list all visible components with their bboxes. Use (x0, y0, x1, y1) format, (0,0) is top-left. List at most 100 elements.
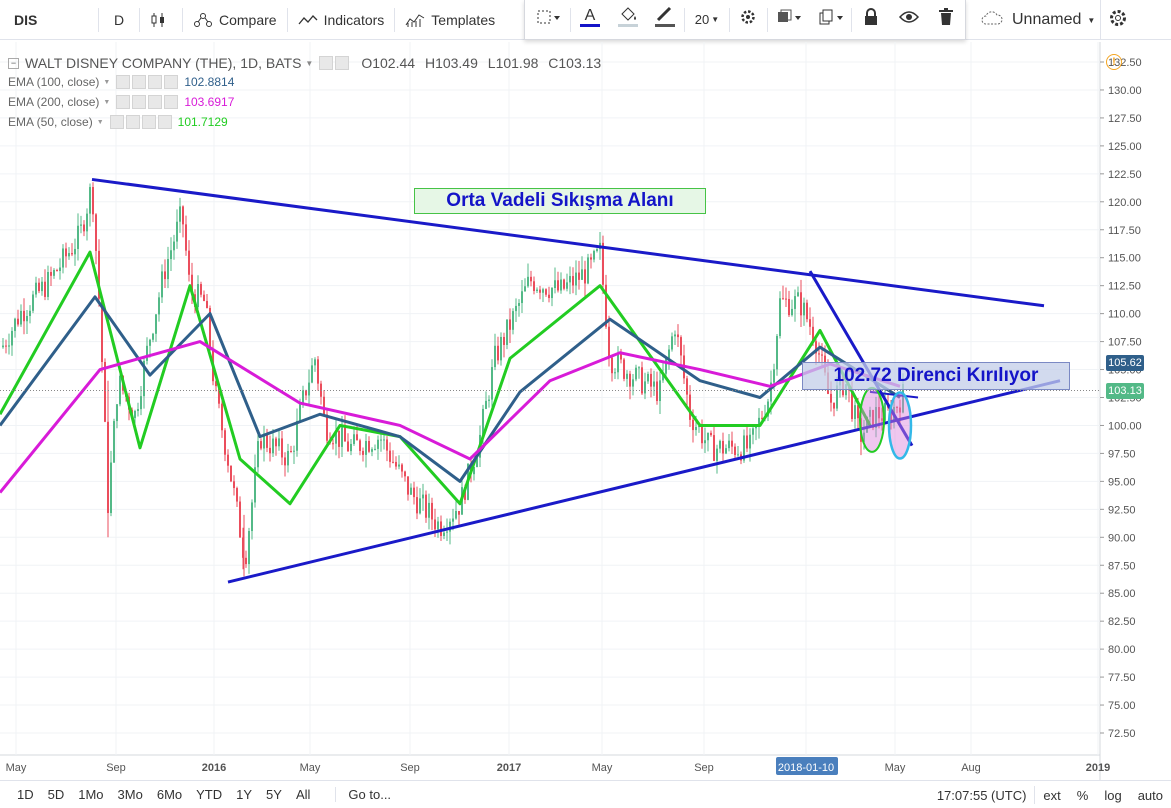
indicator-controls[interactable] (116, 95, 179, 109)
candle-body (2, 345, 4, 348)
range-1mo[interactable]: 1Mo (78, 787, 104, 802)
candle-body (578, 272, 580, 280)
toolbar-divider (684, 7, 686, 32)
series-controls[interactable] (319, 56, 350, 70)
range-6mo[interactable]: 6Mo (156, 787, 183, 802)
selection-tool-button[interactable] (525, 1, 570, 39)
candle-body (356, 434, 358, 441)
price-tick-label: 125.00 (1108, 141, 1142, 153)
indicator-controls[interactable] (109, 115, 172, 129)
plus-icon[interactable] (148, 95, 163, 109)
range-5d[interactable]: 5D (47, 787, 65, 802)
candle-body (449, 521, 451, 532)
log-toggle[interactable]: log (1104, 787, 1122, 803)
percent-toggle[interactable]: % (1076, 787, 1089, 803)
gear-icon[interactable] (132, 75, 147, 89)
eye-icon[interactable] (109, 115, 124, 129)
series-title: WALT DISNEY COMPANY (THE), 1D, BATS (25, 55, 302, 71)
clone-button[interactable] (810, 1, 852, 39)
interval-button[interactable]: D (113, 11, 125, 28)
candle-body (344, 427, 346, 442)
plus-icon[interactable] (148, 75, 163, 89)
candle-body (728, 440, 730, 449)
chevron-down-icon[interactable]: ▼ (96, 118, 104, 126)
chevron-down-icon[interactable]: ▼ (103, 78, 111, 86)
indicator-value: 102.8814 (184, 75, 235, 89)
close-icon[interactable] (164, 75, 179, 89)
close-icon[interactable] (157, 115, 172, 129)
zone-annotation[interactable]: Orta Vadeli Sıkışma Alanı (414, 188, 706, 214)
candle-body (248, 531, 250, 565)
ext-toggle[interactable]: ext (1043, 787, 1061, 803)
range-ytd[interactable]: YTD (196, 787, 223, 802)
warning-icon[interactable]: ! (1106, 54, 1122, 70)
goto-button[interactable]: Go to... (335, 787, 391, 802)
range-1y[interactable]: 1Y (236, 787, 253, 802)
eye-icon[interactable] (116, 75, 131, 89)
lock-button[interactable] (852, 1, 890, 39)
templates-label: Templates (431, 11, 496, 28)
close-icon[interactable] (164, 95, 179, 109)
candle-body (176, 221, 178, 242)
settings-button[interactable] (730, 1, 768, 39)
ema-line (0, 340, 901, 494)
gear-icon[interactable] (335, 56, 350, 70)
clock-time[interactable]: 17:07:55 (UTC) (936, 787, 1027, 803)
templates-button[interactable]: Templates (395, 0, 505, 40)
chart-settings-button[interactable] (1100, 0, 1134, 40)
text-color-button[interactable]: A (571, 1, 609, 39)
layout-name-button[interactable]: Unnamed ▼ (972, 0, 1098, 40)
symbol-search[interactable]: DIS (14, 11, 38, 28)
breakout-annotation[interactable]: 102.72 Direnci Kırılıyor (802, 362, 1070, 390)
candle-body (548, 294, 550, 299)
range-3mo[interactable]: 3Mo (117, 787, 143, 802)
candle-body (326, 414, 328, 441)
price-tick-label: 115.00 (1108, 253, 1141, 265)
plus-icon[interactable] (141, 115, 156, 129)
auto-toggle[interactable]: auto (1137, 787, 1163, 803)
visibility-button[interactable] (890, 1, 928, 39)
chart-pane[interactable]: 132.50 130.00 127.50 125.00 122.50 120.00 117.… (0, 40, 1171, 780)
chevron-down-icon[interactable]: ▼ (305, 58, 314, 68)
time-tick-label: Sep (106, 762, 126, 774)
eye-icon[interactable] (116, 95, 131, 109)
eye-icon[interactable] (319, 56, 334, 70)
indicators-button[interactable]: Indicators (288, 0, 395, 40)
compare-button[interactable]: Compare (183, 0, 287, 40)
price-tick-label: 87.50 (1108, 560, 1136, 572)
candle-body (815, 341, 817, 354)
gear-icon[interactable] (132, 95, 147, 109)
line-color-button[interactable] (647, 1, 685, 39)
chevron-down-icon[interactable]: ▼ (103, 98, 111, 106)
candle-body (404, 471, 406, 477)
candle-body (476, 457, 478, 467)
collapse-legend-icon[interactable]: − (8, 57, 19, 69)
delete-button[interactable] (927, 1, 965, 39)
trendline (808, 270, 914, 447)
candle-body (878, 407, 880, 419)
candle-body (821, 354, 823, 356)
trendline (91, 177, 1045, 308)
candle-body (734, 446, 736, 455)
gear-icon[interactable] (125, 115, 140, 129)
candle-body (716, 448, 718, 461)
indicator-controls[interactable] (116, 75, 179, 89)
range-all[interactable]: All (295, 787, 311, 802)
lock-icon (863, 8, 879, 31)
range-1d[interactable]: 1D (17, 787, 34, 802)
candle-body (527, 276, 529, 287)
candle-body (413, 487, 415, 498)
fill-color-button[interactable] (609, 1, 647, 39)
candle-body (575, 272, 577, 286)
font-size-button[interactable]: 20 ▼ (685, 1, 729, 39)
chart-style-button[interactable] (140, 0, 182, 40)
candle-body (452, 518, 454, 522)
candle-body (239, 501, 241, 538)
price-chart[interactable]: 132.50130.00127.50125.00122.50120.00117.… (0, 40, 1171, 780)
indicator-name: EMA (50, close) (8, 115, 93, 129)
visual-order-button[interactable] (768, 1, 810, 39)
candle-body (650, 373, 652, 387)
candle-body (272, 438, 274, 454)
range-5y[interactable]: 5Y (266, 787, 282, 802)
time-tick-label: 2017 (497, 762, 521, 774)
